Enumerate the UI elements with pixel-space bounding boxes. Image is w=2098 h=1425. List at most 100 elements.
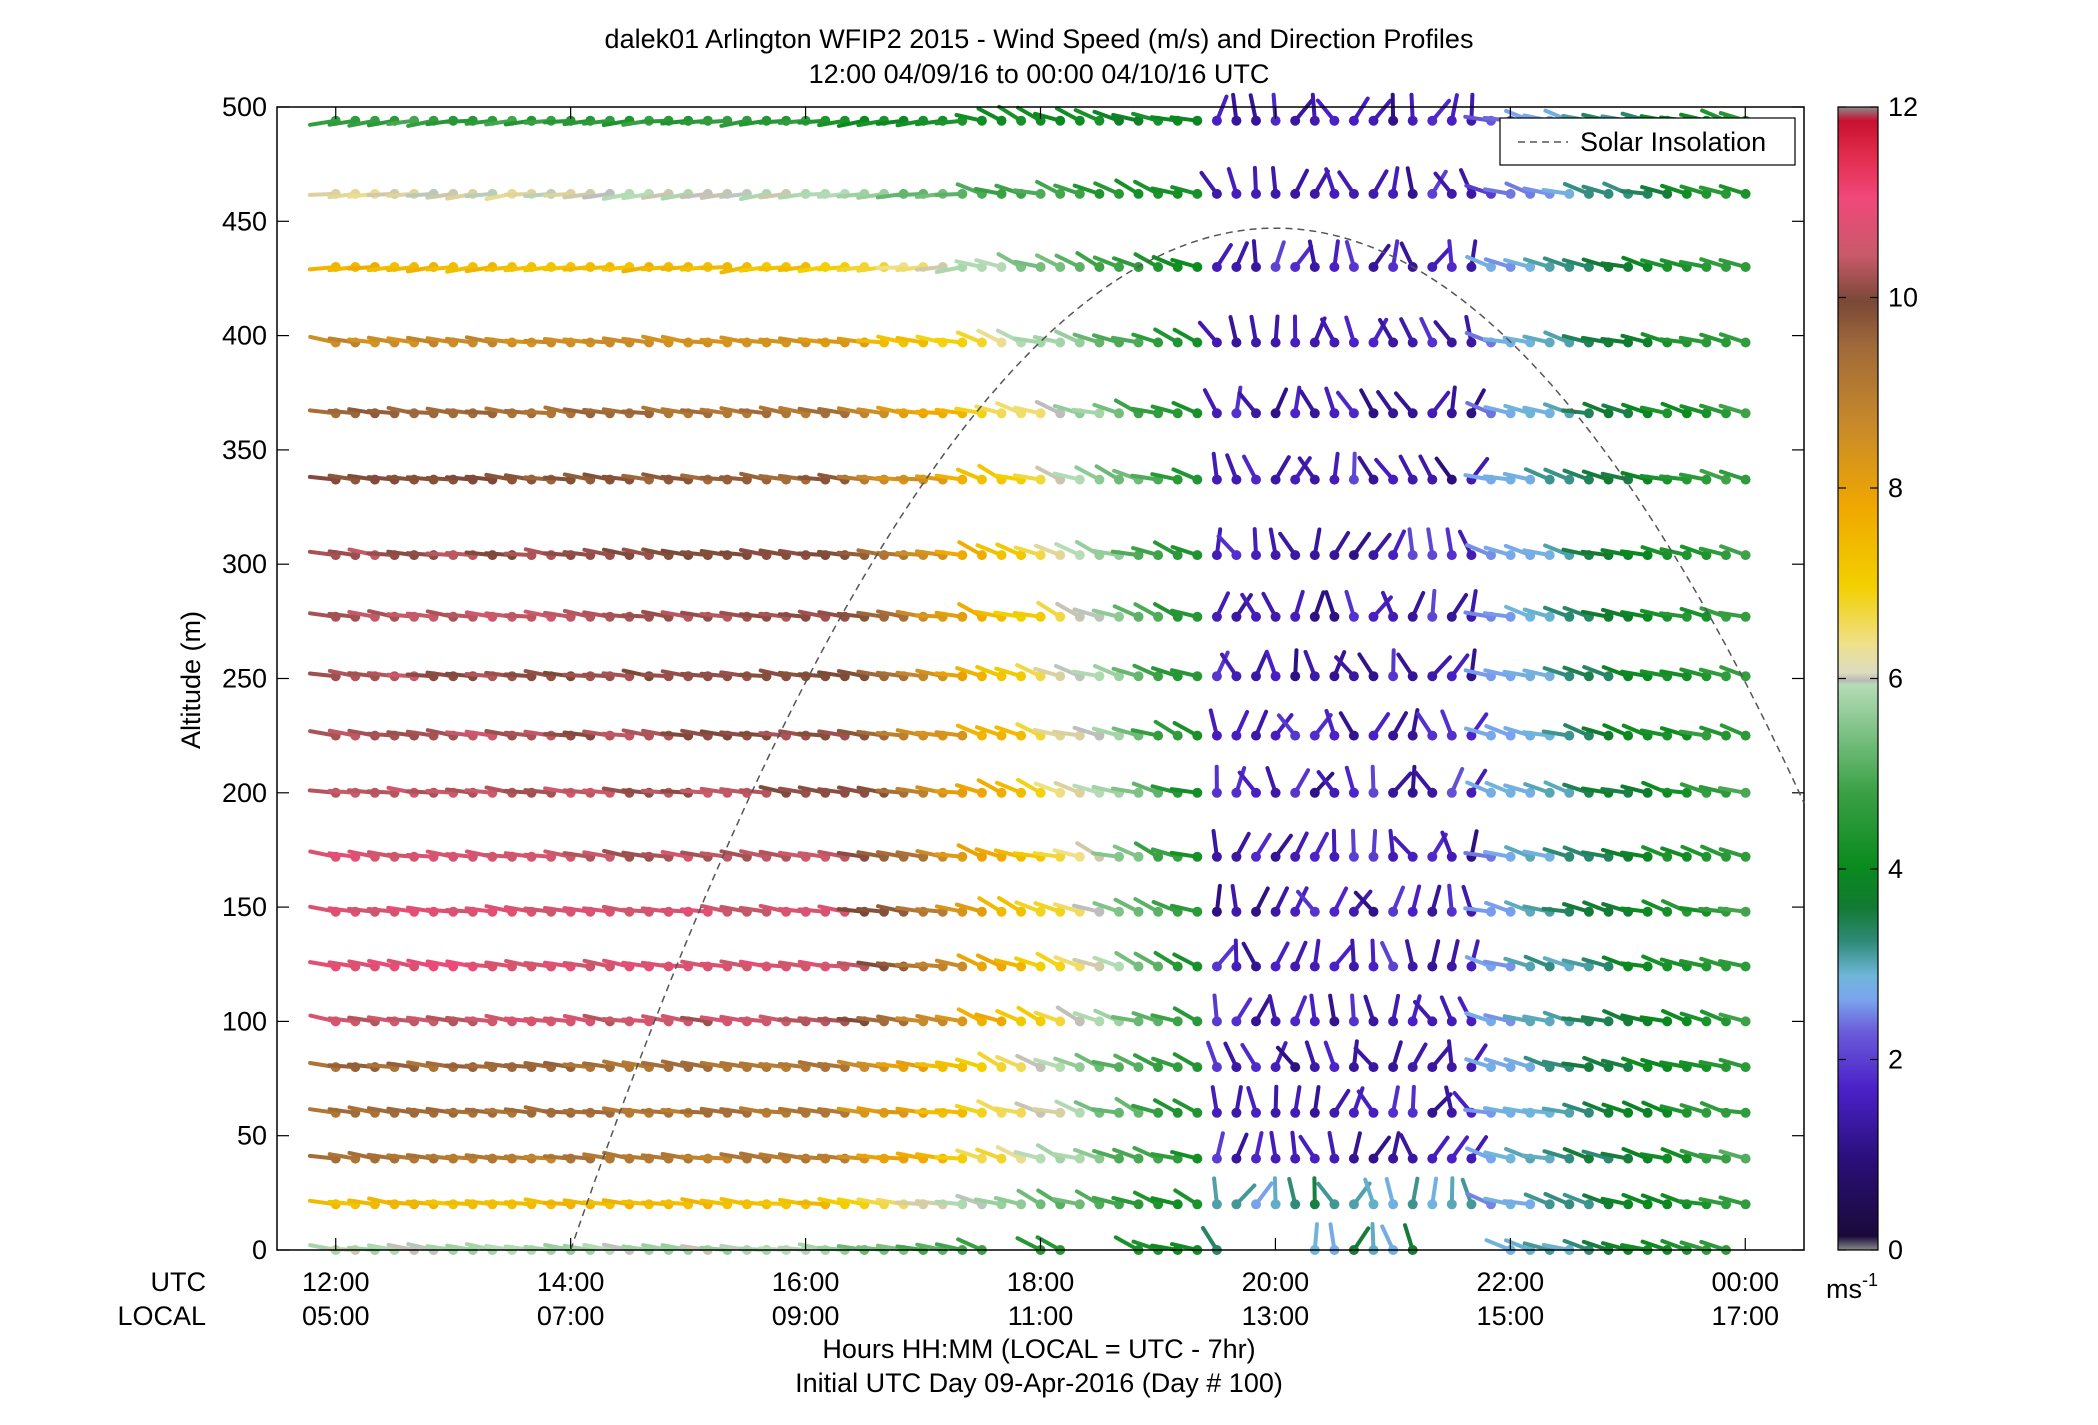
wind-barb-dot <box>1231 851 1242 862</box>
wind-barb <box>1290 940 1308 972</box>
wind-barb <box>1348 1039 1359 1073</box>
y-tick-label: 350 <box>222 435 267 465</box>
wind-barb <box>1091 1107 1124 1118</box>
wind-barb <box>1461 884 1477 917</box>
wind-barb <box>1329 886 1349 917</box>
wind-barb-dot <box>1133 1153 1144 1164</box>
wind-barb-dot <box>1348 611 1359 622</box>
wind-barb-dot <box>1309 1062 1320 1073</box>
wind-barb-dot <box>1505 188 1516 199</box>
wind-barb-dot <box>1133 906 1144 917</box>
wind-barb <box>1680 844 1712 862</box>
wind-barb-dot <box>1309 961 1320 972</box>
wind-barb-dot <box>1740 408 1751 419</box>
wind-barb <box>1444 1085 1457 1118</box>
wind-barb-dot <box>1564 671 1575 682</box>
wind-barb <box>1251 527 1261 561</box>
wind-barb-dot <box>1407 1153 1418 1164</box>
wind-barb-dot <box>1721 851 1731 862</box>
wind-barb-dot <box>1642 1199 1653 1210</box>
wind-barb-dot <box>1192 671 1203 682</box>
wind-barb <box>1446 883 1457 917</box>
wind-barb-dot <box>1623 1199 1634 1210</box>
wind-barb-dot <box>1740 961 1751 972</box>
wind-barb-dot <box>1016 115 1027 126</box>
wind-barb <box>1270 941 1290 972</box>
wind-barb <box>997 896 1027 917</box>
wind-barb <box>1718 1057 1751 1073</box>
wind-barb-dot <box>1446 474 1457 485</box>
wind-barb <box>1324 590 1340 622</box>
wind-barb-dot <box>1446 188 1457 199</box>
wind-barb <box>934 730 968 741</box>
wind-barb <box>1348 531 1372 561</box>
wind-barb <box>1464 1057 1496 1073</box>
wind-barb <box>1309 831 1329 862</box>
wind-barb-dot <box>1583 1062 1594 1073</box>
wind-barb <box>1522 668 1555 682</box>
wind-barb-dot <box>1035 611 1046 622</box>
wind-barb <box>1033 666 1066 682</box>
wind-barb <box>1407 764 1418 798</box>
wind-barb-dot <box>1270 262 1281 272</box>
wind-barb <box>1199 170 1222 199</box>
wind-barb <box>1621 1192 1653 1210</box>
wind-barb <box>1718 786 1751 798</box>
wind-barb-dot <box>1035 188 1046 199</box>
wind-barb <box>1015 1053 1046 1073</box>
wind-barb-dot <box>1133 851 1144 862</box>
y-axis-label: Altitude (m) <box>176 611 206 749</box>
wind-barb <box>1542 847 1575 862</box>
wind-barb-dot <box>1172 961 1183 972</box>
wind-barb <box>1153 1098 1183 1118</box>
wind-barb <box>956 843 987 862</box>
wind-barb <box>1170 903 1203 917</box>
wind-barb <box>1270 713 1294 741</box>
wind-barb <box>1698 1197 1731 1210</box>
wind-barb <box>1523 782 1555 798</box>
wind-barb <box>1270 314 1281 348</box>
wind-barb-dot <box>1583 1153 1594 1164</box>
wind-barb-dot <box>1623 730 1634 741</box>
wind-barb <box>975 1147 1007 1164</box>
x-axis-label: Hours HH:MM (LOCAL = UTC - 7hr) <box>822 1334 1255 1364</box>
wind-barb <box>1290 314 1301 348</box>
wind-barb-dot <box>1740 1107 1751 1118</box>
wind-barb <box>1329 650 1347 682</box>
wind-barb-dot <box>1407 474 1418 485</box>
wind-barb <box>1426 527 1438 561</box>
wind-barb <box>1307 239 1320 272</box>
wind-barb <box>1582 1101 1614 1118</box>
wind-barb-dot <box>1740 1016 1751 1027</box>
wind-barb <box>1323 1040 1340 1073</box>
wind-barb-dot <box>1251 408 1261 419</box>
wind-barb <box>1113 1053 1144 1073</box>
wind-barb-dot <box>1231 262 1242 272</box>
wind-barb-dot <box>1192 906 1203 917</box>
wind-barb <box>956 953 987 972</box>
wind-barb <box>1698 667 1731 682</box>
wind-barb <box>1014 956 1046 972</box>
wind-barb <box>1348 938 1359 972</box>
wind-barb-dot <box>1270 1153 1281 1164</box>
wind-barb-dot <box>1211 961 1222 972</box>
wind-barb-dot <box>996 1062 1007 1073</box>
wind-barb-dot <box>1544 474 1555 485</box>
wind-barb-dot <box>1211 1153 1222 1164</box>
wind-barb-dot <box>1231 474 1242 485</box>
wind-barb <box>1502 1199 1536 1210</box>
wind-barb <box>1659 787 1692 798</box>
wind-barb-dot <box>1681 671 1692 682</box>
wind-barb <box>1324 708 1340 741</box>
wind-barb <box>1231 1085 1243 1118</box>
wind-barb-dot <box>1133 961 1144 972</box>
wind-barb <box>1562 1102 1594 1118</box>
wind-barb-dot <box>1348 730 1359 741</box>
wind-barb <box>1368 98 1393 126</box>
wind-barb <box>1562 1147 1594 1164</box>
wind-barb-dot <box>1074 1153 1085 1164</box>
wind-barb <box>1225 453 1242 485</box>
wind-barb <box>1231 1183 1257 1210</box>
wind-barb-dot <box>976 1107 987 1118</box>
wind-barb <box>1503 956 1536 972</box>
